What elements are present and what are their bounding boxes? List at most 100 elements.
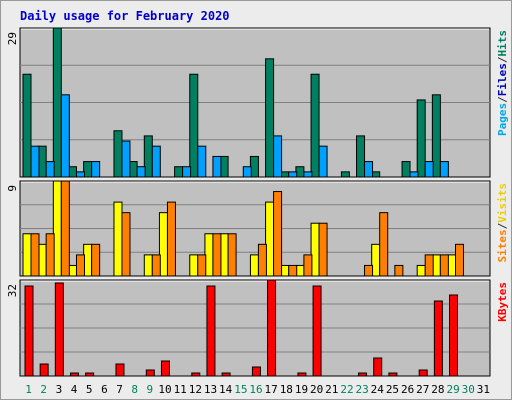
legend-item: / xyxy=(496,96,509,103)
bar-kbytes-day-24 xyxy=(373,357,383,377)
bar-sites-day-4 xyxy=(75,254,85,277)
legend-item: Pages xyxy=(496,103,509,136)
legend-item: Hits xyxy=(496,30,509,57)
panel-visits-sites: 9 Sites/Visits xyxy=(6,180,509,277)
bar-files-day-26 xyxy=(409,171,419,178)
bar-files-day-12 xyxy=(197,145,207,178)
bar-hits-day-1 xyxy=(22,73,32,178)
bar-kbytes-day-7 xyxy=(115,363,125,377)
y-max-label: 29 xyxy=(6,32,19,45)
x-tick-label: 3 xyxy=(56,383,63,396)
bar-sites-day-3 xyxy=(60,180,70,277)
bar-files-day-3 xyxy=(60,94,70,178)
x-tick-label: 25 xyxy=(386,383,399,396)
bar-sites-day-5 xyxy=(91,243,101,277)
x-tick-label: 18 xyxy=(280,383,293,396)
bar-sites-day-29 xyxy=(455,243,465,277)
x-tick-label: 9 xyxy=(147,383,154,396)
bar-sites-day-19 xyxy=(303,254,313,277)
bar-files-day-28 xyxy=(439,161,449,178)
bar-hits-day-7 xyxy=(113,130,123,178)
x-tick-label: 6 xyxy=(101,383,108,396)
bar-kbytes-day-17 xyxy=(267,279,277,377)
panel-legend: Sites/Visits xyxy=(496,183,509,263)
bar-visits-day-12 xyxy=(189,254,199,277)
y-max-label: 32 xyxy=(6,284,19,297)
bar-files-day-15 xyxy=(242,166,252,178)
bar-files-day-18 xyxy=(288,171,298,178)
x-tick-label: 19 xyxy=(295,383,308,396)
bar-sites-day-25 xyxy=(394,264,404,277)
bar-files-day-23 xyxy=(364,161,374,178)
x-tick-label: 1 xyxy=(25,383,32,396)
bar-visits-day-27 xyxy=(416,264,426,277)
bar-visits-day-9 xyxy=(143,254,153,277)
bar-hits-day-3 xyxy=(52,27,62,178)
bar-kbytes-day-20 xyxy=(312,285,322,377)
bar-files-day-7 xyxy=(121,140,131,178)
bar-sites-day-14 xyxy=(227,233,237,277)
bar-kbytes-day-29 xyxy=(449,294,459,377)
bar-kbytes-day-16 xyxy=(251,366,261,377)
bar-hits-day-27 xyxy=(416,99,426,178)
x-tick-label: 12 xyxy=(189,383,202,396)
bar-sites-day-23 xyxy=(364,264,374,277)
x-tick-label: 21 xyxy=(325,383,338,396)
bar-kbytes-day-9 xyxy=(145,369,155,377)
x-tick-label: 20 xyxy=(310,383,323,396)
bar-kbytes-day-4 xyxy=(69,372,79,377)
x-tick-label: 4 xyxy=(71,383,78,396)
bar-files-day-1 xyxy=(30,145,40,178)
bar-files-day-9 xyxy=(151,145,161,178)
bar-sites-day-2 xyxy=(45,233,55,277)
bar-kbytes-day-19 xyxy=(297,372,307,377)
bar-sites-day-20 xyxy=(318,222,328,277)
legend-item: Files xyxy=(496,63,509,96)
panel-kbytes: 32 KBytes xyxy=(6,279,509,377)
bar-hits-day-26 xyxy=(401,161,411,178)
bar-files-day-27 xyxy=(424,161,434,178)
x-tick-label: 2 xyxy=(40,383,47,396)
x-tick-label: 26 xyxy=(401,383,414,396)
bar-hits-day-23 xyxy=(356,135,366,178)
bar-sites-day-12 xyxy=(197,254,207,277)
x-tick-label: 31 xyxy=(477,383,490,396)
bar-files-day-19 xyxy=(303,171,313,178)
bar-kbytes-day-1 xyxy=(24,285,34,377)
x-tick-label: 14 xyxy=(219,383,233,396)
x-tick-label: 15 xyxy=(234,383,247,396)
panel-legend: KBytes xyxy=(496,282,509,322)
x-tick-label: 24 xyxy=(371,383,385,396)
bar-files-day-11 xyxy=(182,166,192,178)
bar-files-day-13 xyxy=(212,155,222,178)
bar-sites-day-28 xyxy=(439,254,449,277)
bar-sites-day-1 xyxy=(30,233,40,277)
x-axis-labels: 1 2 3 4 5 6 7 8 9 10 11 12 13 14 15 16 17 18 19 20 21 22 23 24 2… xyxy=(25,383,490,396)
bar-files-day-20 xyxy=(318,145,328,178)
bar-sites-day-9 xyxy=(151,254,161,277)
x-tick-label: 5 xyxy=(86,383,93,396)
bar-kbytes-day-27 xyxy=(418,369,428,377)
x-tick-label: 16 xyxy=(249,383,262,396)
bar-kbytes-day-2 xyxy=(39,363,49,377)
x-tick-label: 29 xyxy=(446,383,459,396)
y-max-label: 9 xyxy=(6,185,19,192)
bar-sites-day-13 xyxy=(212,233,222,277)
x-tick-label: 11 xyxy=(174,383,187,396)
x-tick-label: 10 xyxy=(158,383,171,396)
bar-sites-day-16 xyxy=(257,243,267,277)
bar-files-day-8 xyxy=(136,166,146,178)
x-tick-label: 28 xyxy=(431,383,444,396)
bar-kbytes-day-23 xyxy=(358,372,368,377)
bar-hits-day-22 xyxy=(340,171,350,178)
bar-hits-day-28 xyxy=(431,94,441,178)
bar-hits-day-17 xyxy=(265,58,275,178)
bar-files-day-5 xyxy=(91,161,101,178)
bar-hits-day-11 xyxy=(174,166,184,178)
bar-sites-day-7 xyxy=(121,212,131,277)
bar-hits-day-12 xyxy=(189,73,199,178)
bar-kbytes-day-25 xyxy=(388,372,398,377)
bar-kbytes-day-12 xyxy=(191,372,201,377)
